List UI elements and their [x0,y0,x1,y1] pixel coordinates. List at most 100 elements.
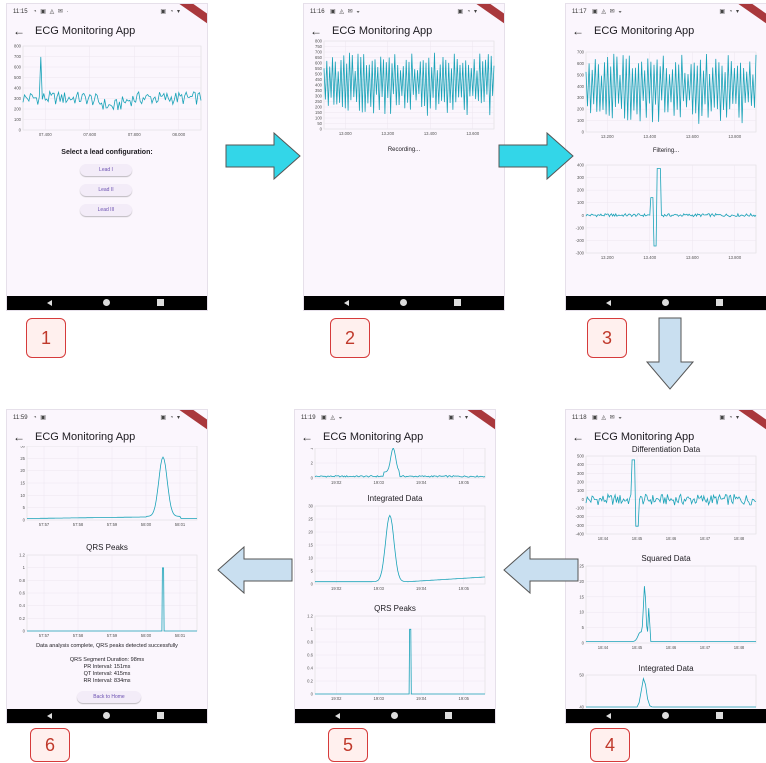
x-tick-label: 18:46 [666,536,677,541]
nav-recents-icon[interactable] [716,712,723,719]
integrated-trace [315,514,485,583]
nav-recents-icon[interactable] [445,712,452,719]
y-tick-label: 300 [577,95,585,100]
y-tick-label: 0.8 [307,640,313,645]
screen-2: 11:16 ▣ ◬ ✉ ◒ ▣ ◔ ▾ ← ECG Monitoring App… [304,4,504,310]
nav-back-icon[interactable] [47,713,52,719]
nav-bar [304,296,504,310]
integrated-data-chart-partial: 50 40 [579,673,757,709]
screen-4: 11:18 ▣ ◬ ✉ ◒ ▣ ◔ ▾ ← ECG Monitoring App… [566,410,766,723]
x-tick-label: 58:01 [175,633,186,638]
nav-recents-icon[interactable] [716,299,723,306]
app-title: ECG Monitoring App [35,431,136,443]
qrs-peaks-title: QRS Peaks [374,604,416,613]
integrated-partial-trace [586,677,756,708]
screen-5: 11:19 ▣ ◬ ◒ ▣ ◔ ▾ ← ECG Monitoring App 4… [295,410,495,723]
nav-home-icon[interactable] [103,299,110,306]
nav-back-icon[interactable] [344,300,349,306]
y-tick-label: 400 [577,163,585,168]
app-bar: ← ECG Monitoring App [295,428,495,450]
x-tick-label: 19:05 [459,696,470,701]
y-tick-label: 0 [582,213,585,218]
nav-home-icon[interactable] [662,299,669,306]
integrated-data-chart: 30 25 20 15 10 5 0 19:02 19:03 19:04 19:05 [308,504,486,591]
notification-icons: ◔ ▣ [33,415,47,421]
signal-icons: ▣ ◔ ▾ [448,415,469,421]
nav-back-icon[interactable] [606,300,611,306]
status-bar: 11:17 ▣ ◬ ✉ ◒ ▣ ◔ ▾ [566,4,766,26]
y-tick-label: 500 [14,75,22,80]
nav-recents-icon[interactable] [157,712,164,719]
nav-recents-icon[interactable] [454,299,461,306]
y-tick-label: 25 [579,564,584,569]
differentiation-title: Differentiation Data [631,445,701,454]
y-tick-label: 100 [577,488,585,493]
qrs-peaks-chart: 1.2 1 0.8 0.6 0.4 0.2 0 57:57 57:58 57:59 58:00 58:… [19,553,198,638]
back-arrow-icon[interactable]: ← [13,24,25,38]
y-tick-label: 700 [577,50,585,55]
y-tick-label: -100 [576,225,585,230]
lead-iii-button[interactable]: Lead III [80,204,132,216]
nav-back-icon[interactable] [606,713,611,719]
x-tick-label: 18:48 [734,536,745,541]
x-tick-label: 13.400 [643,255,656,260]
app-bar: ← ECG Monitoring App [7,428,207,450]
y-tick-label: 300 [315,94,323,99]
status-time: 11:16 [310,9,325,15]
x-tick-label: 13.800 [728,134,741,139]
nav-home-icon[interactable] [391,712,398,719]
y-tick-label: 550 [315,66,323,71]
x-tick-label: 19:02 [331,586,342,591]
recording-ecg-chart: 8007507006506005505004504003503002502001… [315,39,495,136]
squared-data-chart: 25 20 15 10 5 0 18:44 18:45 18:46 18:47 18:48 [579,564,757,650]
back-arrow-icon[interactable]: ← [13,430,25,444]
nav-back-icon[interactable] [47,300,52,306]
y-tick-label: 30 [20,446,25,449]
y-tick-label: 350 [315,88,323,93]
y-tick-label: 0.6 [307,653,313,658]
signal-icons: ▣ ◔ ▾ [160,415,181,421]
qrs-peaks-title: QRS Peaks [86,543,128,552]
back-arrow-icon[interactable]: ← [572,430,584,444]
lead-ii-button[interactable]: Lead II [80,184,132,196]
x-tick-label: 57:59 [107,633,118,638]
back-arrow-icon[interactable]: ← [572,24,584,38]
nav-bar [295,709,495,723]
y-tick-label: 200 [577,188,585,193]
y-tick-label: 30 [308,504,313,509]
y-tick-label: -200 [576,238,585,243]
x-tick-label: 19:05 [459,480,470,485]
nav-back-icon[interactable] [335,713,340,719]
nav-home-icon[interactable] [103,712,110,719]
y-tick-label: 200 [315,105,323,110]
status-bar: 11:59 ◔ ▣ ▣ ◔ ▾ [7,410,207,432]
y-tick-label: 700 [315,50,323,55]
back-arrow-icon[interactable]: ← [301,430,313,444]
x-tick-label: 19:04 [416,586,427,591]
x-tick-label: 58:01 [175,522,186,527]
back-arrow-icon[interactable]: ← [310,24,322,38]
nav-home-icon[interactable] [400,299,407,306]
y-tick-label: -400 [576,532,585,537]
back-to-home-button[interactable]: Back to Home [77,691,141,703]
app-title: ECG Monitoring App [35,25,136,37]
x-tick-label: 18:44 [598,645,609,650]
step-badge-3: 3 [587,318,627,358]
y-tick-label: 250 [315,99,323,104]
y-tick-label: 600 [14,65,22,70]
y-tick-label: 10 [20,493,25,498]
signal-icons: ▣ ◔ ▾ [719,415,740,421]
lead-i-button[interactable]: Lead I [80,164,132,176]
plot-area [585,674,757,708]
x-tick-label: 57:57 [39,633,50,638]
nav-home-icon[interactable] [662,712,669,719]
x-tick-label: 57:59 [107,522,118,527]
y-tick-label: 10 [579,610,584,615]
arrow-right-icon [225,131,301,181]
status-bar: 11:18 ▣ ◬ ✉ ◒ ▣ ◔ ▾ [566,410,766,432]
nav-recents-icon[interactable] [157,299,164,306]
x-tick-label: 18:47 [700,645,711,650]
squared-data-title: Squared Data [641,554,691,563]
x-tick-label: 19:04 [416,696,427,701]
y-tick-label: 20 [20,468,25,473]
